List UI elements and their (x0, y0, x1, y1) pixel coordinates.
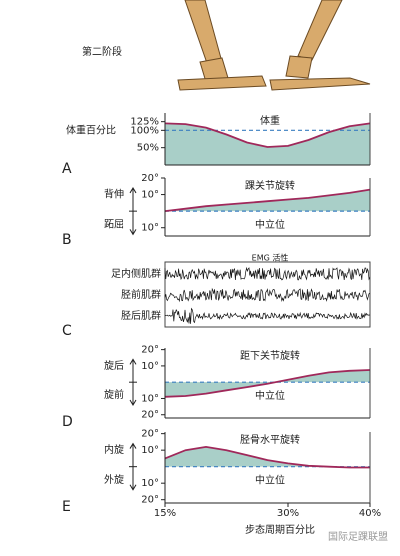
y-tick-label: 50% (137, 143, 159, 154)
arrow-head (129, 229, 137, 236)
area-fill (165, 123, 370, 165)
panel-letter: C (62, 323, 72, 339)
x-axis-label: 步态周期百分比 (245, 523, 315, 536)
y-tick-label: 10° (141, 445, 159, 456)
plot-frame (164, 261, 371, 328)
y-tick-label: 125% (130, 117, 159, 128)
arrow-head (129, 442, 137, 449)
panel-letter: E (62, 499, 71, 515)
y-tick-label: 100% (130, 125, 159, 136)
y-tick-label: 10° (141, 223, 159, 234)
chart-title: 体重 (260, 114, 280, 127)
feet-illustration (177, 0, 371, 91)
up-label: 内旋 (104, 443, 124, 456)
y-tick-label: 10° (141, 393, 159, 404)
curve (164, 122, 371, 148)
watermark: 国际足踝联盟 (328, 531, 388, 543)
reference-label: 中立位 (255, 218, 285, 231)
panel-letter: A (62, 161, 72, 177)
chart-title: 踝关节旋转 (245, 179, 295, 192)
arrow-head (129, 358, 137, 365)
reference-label: 中立位 (255, 389, 285, 402)
chart-title: 胫骨水平旋转 (240, 433, 300, 446)
ankle-right (285, 55, 313, 79)
area-fill (165, 446, 370, 468)
arrow-head (129, 186, 137, 194)
down-label: 外旋 (104, 473, 124, 486)
curve (164, 369, 371, 398)
y-tick-label: 20° (141, 410, 159, 421)
y-tick-label: 10° (141, 478, 159, 489)
down-label: 跖屈 (104, 218, 124, 230)
foot-right (269, 77, 371, 91)
phase-label: 第二阶段 (82, 45, 122, 58)
up-label: 背伸 (104, 188, 124, 201)
x-tick-label: 15% (154, 508, 176, 519)
x-tick-label: 40% (359, 508, 381, 519)
y-tick-label: 20° (141, 173, 159, 184)
chart-title: 距下关节旋转 (240, 349, 300, 362)
up-label: 旋后 (104, 359, 124, 372)
y-axis-label: 体重百分比 (66, 123, 116, 136)
y-tick-label: 10° (141, 361, 159, 372)
y-tick-label: 20° (141, 429, 159, 440)
x-tick-label: 30% (277, 508, 299, 519)
panel-letter: B (62, 232, 72, 248)
shank-right (297, 0, 343, 61)
emg-trace (164, 307, 370, 324)
arrow-head (129, 399, 137, 406)
panel-letter: D (62, 414, 73, 430)
reference-label: 中立位 (255, 474, 285, 487)
curve (164, 445, 370, 469)
y-tick-label: 10° (141, 190, 159, 201)
emg-trace (164, 266, 371, 281)
emg-trace (164, 287, 370, 303)
shank-left (184, 0, 223, 67)
chart-title: EMG 活性 (252, 253, 289, 263)
arrow-head (129, 484, 137, 491)
down-label: 旋前 (104, 388, 124, 401)
series-label: 足内侧肌群 (111, 267, 161, 280)
y-tick-label: 20° (141, 345, 159, 356)
y-tick-label: 20° (141, 495, 159, 506)
curve (164, 188, 371, 212)
foot-left (177, 75, 267, 91)
series-label: 胫后肌群 (121, 309, 161, 322)
series-label: 胫前肌群 (121, 288, 161, 301)
